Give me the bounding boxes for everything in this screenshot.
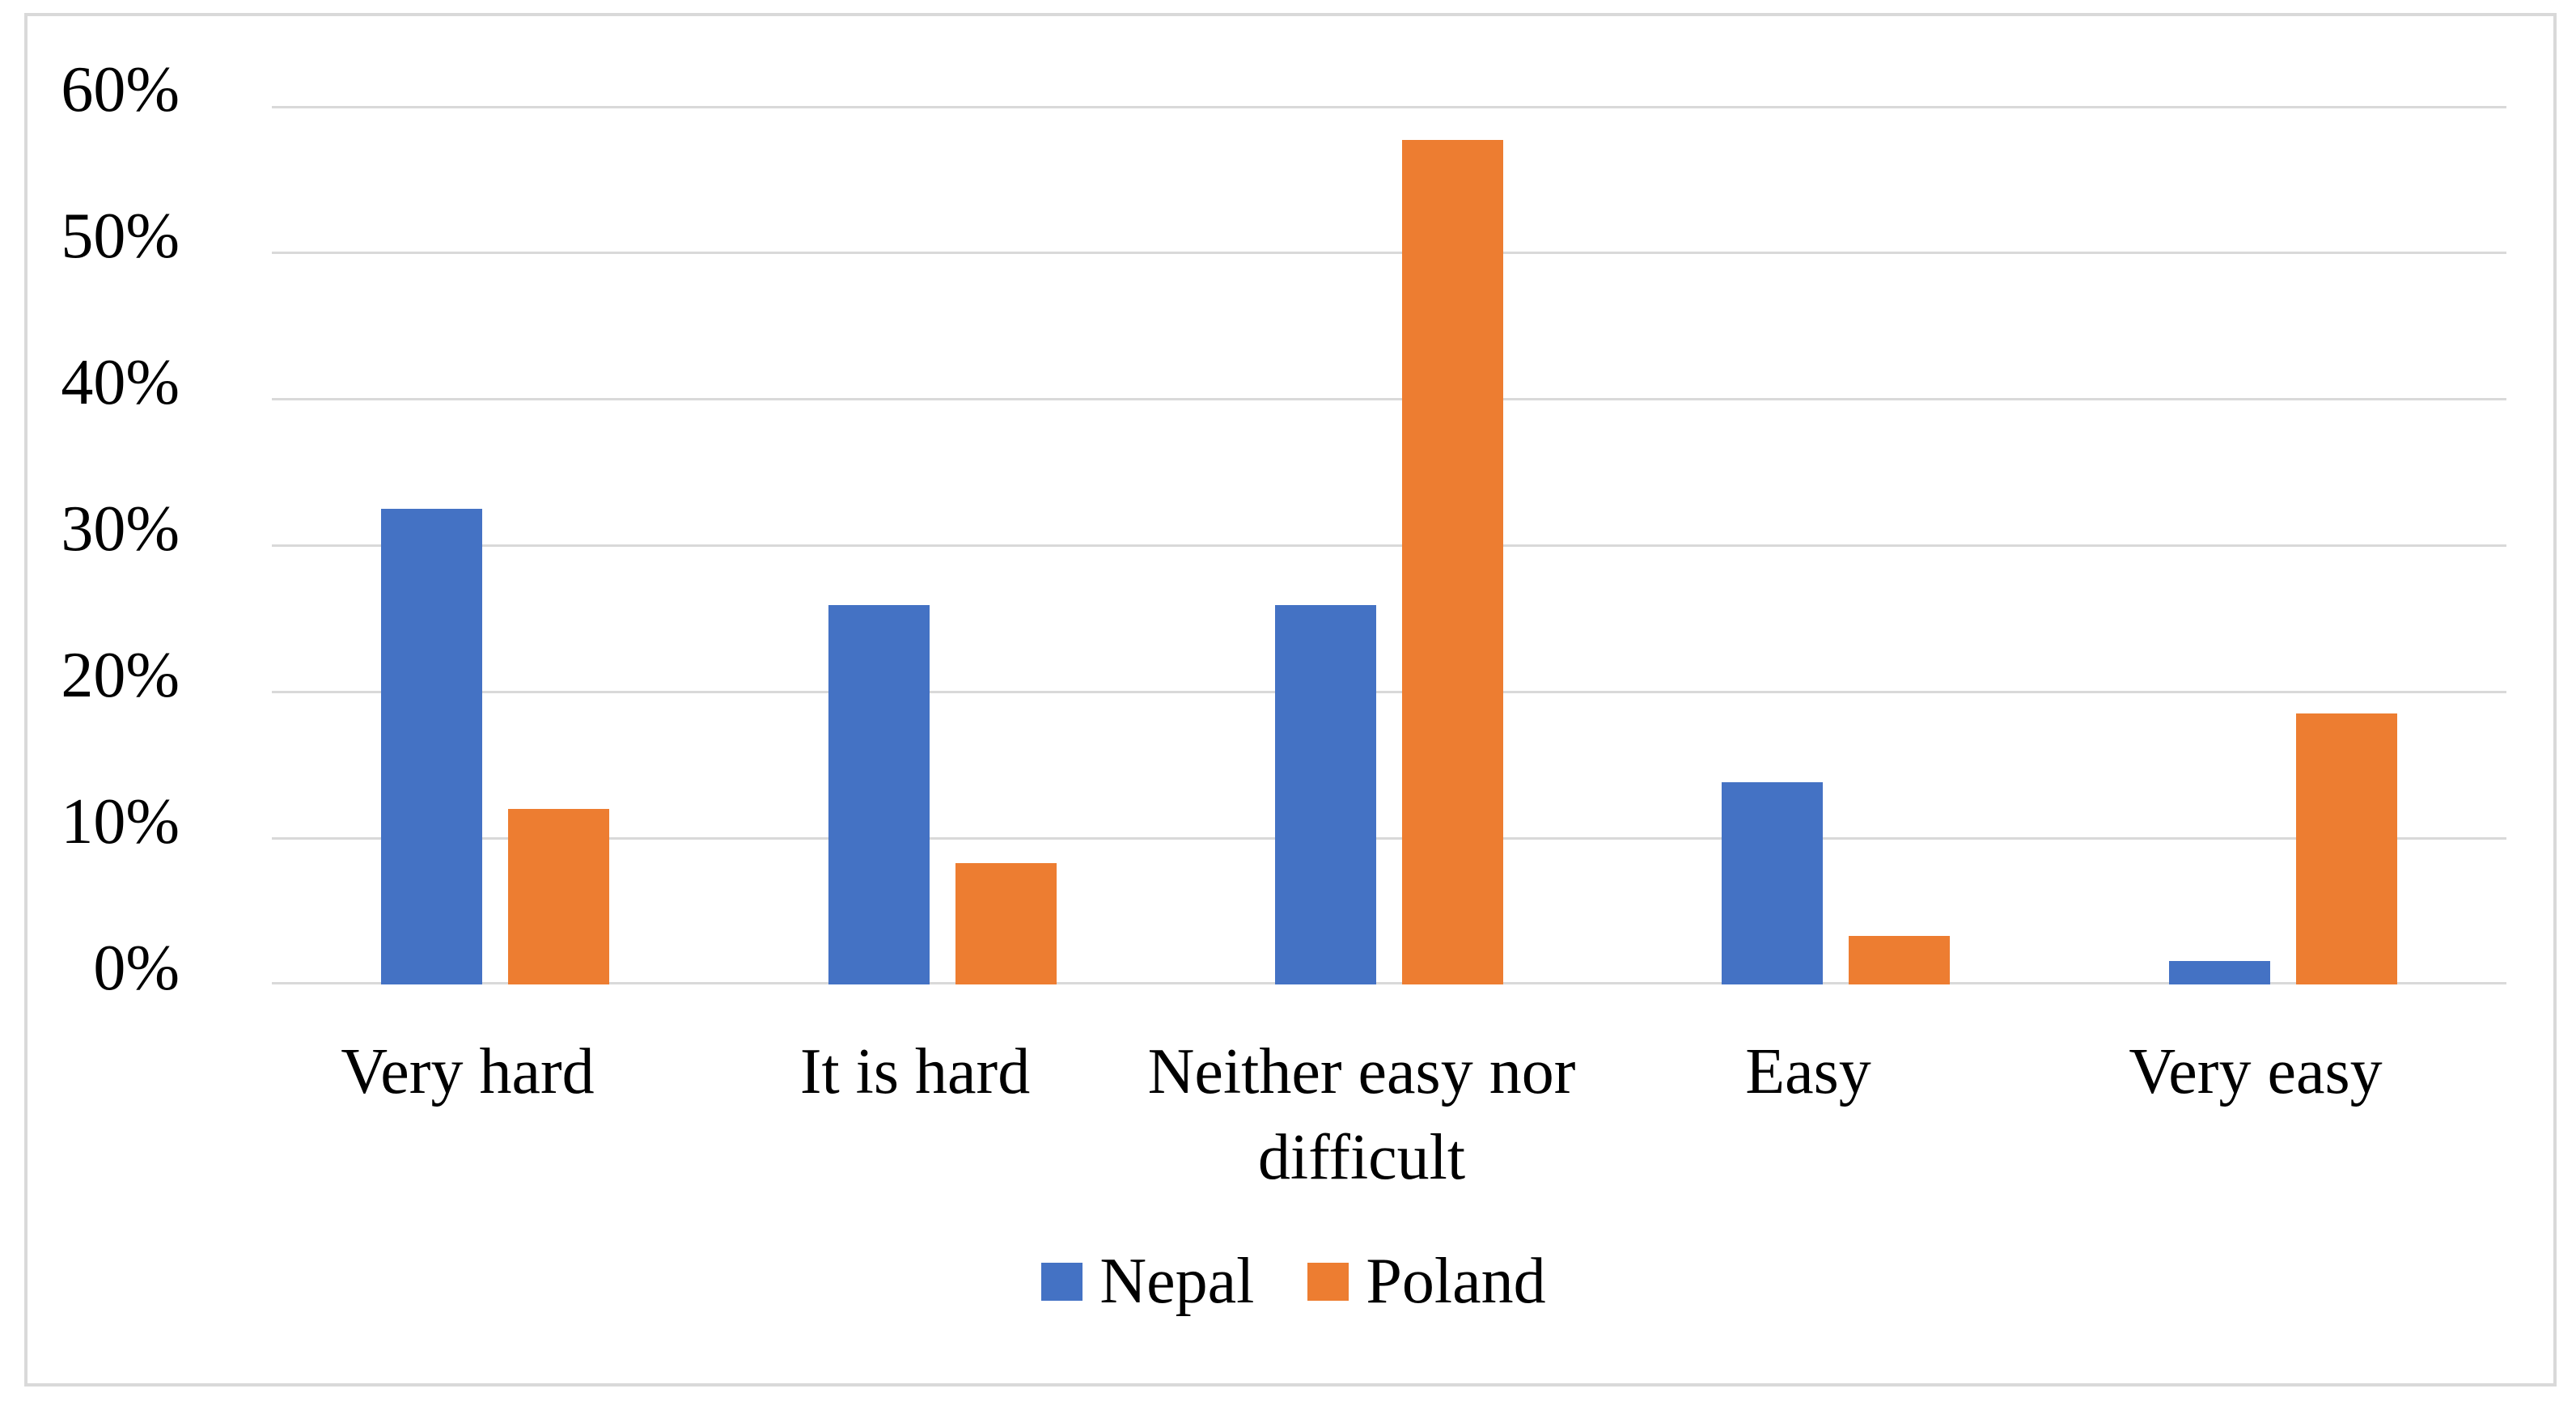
gridline-30pct xyxy=(272,544,2506,547)
y-axis-tick-label-60pct: 60% xyxy=(61,54,180,125)
bar-poland-it-is-hard xyxy=(955,863,1057,984)
gridline-60pct xyxy=(272,106,2506,108)
x-axis-category-label-very-easy: Very easy xyxy=(2129,1036,2383,1107)
x-axis-category-label-it-is-hard: It is hard xyxy=(799,1036,1031,1107)
legend-swatch-poland xyxy=(1307,1262,1349,1301)
y-axis-tick-label-30pct: 30% xyxy=(61,493,180,565)
y-axis-tick-label-10pct: 10% xyxy=(61,786,180,857)
gridline-20pct xyxy=(272,691,2506,693)
gridline-10pct xyxy=(272,837,2506,840)
x-axis-category-label-neither-easy-nor-difficult: Neither easy nor difficult xyxy=(1147,1036,1576,1193)
y-axis-tick-label-40pct: 40% xyxy=(61,347,180,418)
gridline-0pct xyxy=(272,982,2506,984)
bar-nepal-very-hard xyxy=(381,509,482,984)
legend: Nepal Poland xyxy=(28,1244,2560,1319)
legend-swatch-nepal xyxy=(1041,1262,1083,1301)
bar-poland-easy xyxy=(1849,936,1950,984)
bar-nepal-it-is-hard xyxy=(828,605,930,984)
x-axis-category-label-very-hard: Very hard xyxy=(341,1036,595,1107)
legend-item-nepal: Nepal xyxy=(1041,1244,1254,1319)
y-axis-tick-label-20pct: 20% xyxy=(61,640,180,711)
x-axis-category-label-easy: Easy xyxy=(1745,1036,1871,1107)
gridline-50pct xyxy=(272,252,2506,254)
bar-poland-very-hard xyxy=(508,809,609,984)
bar-nepal-very-easy xyxy=(2169,961,2270,984)
bar-nepal-neither-easy-nor-difficult xyxy=(1275,605,1376,984)
legend-label-nepal: Nepal xyxy=(1099,1246,1255,1317)
gridline-40pct xyxy=(272,398,2506,400)
y-axis-tick-label-0pct: 0% xyxy=(93,933,180,1004)
bar-poland-very-easy xyxy=(2296,713,2397,984)
legend-item-poland: Poland xyxy=(1307,1244,1546,1319)
bar-nepal-easy xyxy=(1722,782,1823,984)
chart-border xyxy=(24,13,2557,1386)
plot-area xyxy=(272,106,2506,984)
bar-poland-neither-easy-nor-difficult xyxy=(1402,140,1503,984)
legend-label-poland: Poland xyxy=(1366,1246,1546,1317)
y-axis-tick-label-50pct: 50% xyxy=(61,201,180,272)
